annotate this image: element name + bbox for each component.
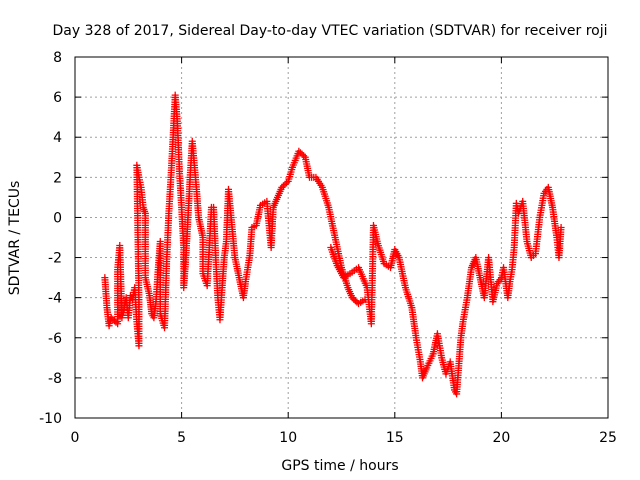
- y-tick-label: -8: [48, 371, 62, 387]
- data-point: [112, 318, 120, 326]
- data-point: [348, 294, 356, 302]
- y-tick-label: -6: [48, 331, 62, 347]
- y-tick-label: 6: [53, 90, 62, 106]
- y-axis-label: SDTVAR / TECUs: [7, 181, 23, 296]
- plot-frame: [74, 56, 609, 419]
- x-tick-label: 10: [279, 430, 297, 446]
- x-tick-label: 0: [71, 430, 80, 446]
- data-point: [296, 149, 304, 157]
- data-point: [281, 180, 289, 188]
- data-point: [557, 223, 565, 231]
- y-tick-label: -4: [48, 291, 62, 307]
- data-point: [350, 295, 358, 303]
- data-point: [107, 314, 115, 322]
- data-series: [101, 91, 565, 398]
- data-point: [295, 147, 303, 155]
- y-tick-label: 2: [53, 170, 62, 186]
- axis-ticks: 0 5 10 15 20 25 -10 -8 -6 -4 -2 0 2 4 6 8: [39, 50, 617, 446]
- y-tick-label: 8: [53, 50, 62, 66]
- data-point: [298, 150, 306, 158]
- y-tick-label: 0: [53, 210, 62, 226]
- data-point: [279, 182, 287, 190]
- x-tick-label: 5: [177, 430, 186, 446]
- y-tick-label: -2: [48, 251, 62, 267]
- data-point: [351, 297, 359, 305]
- x-tick-label: 15: [386, 430, 404, 446]
- x-tick-label: 25: [599, 430, 617, 446]
- x-axis-label: GPS time / hours: [281, 458, 398, 474]
- x-tick-label: 20: [492, 430, 510, 446]
- y-tick-label: 4: [53, 130, 62, 146]
- data-point: [278, 183, 286, 191]
- chart-title: Day 328 of 2017, Sidereal Day-to-day VTE…: [52, 23, 607, 39]
- data-point: [283, 179, 291, 187]
- data-point: [300, 152, 308, 160]
- y-tick-label: -10: [39, 411, 62, 427]
